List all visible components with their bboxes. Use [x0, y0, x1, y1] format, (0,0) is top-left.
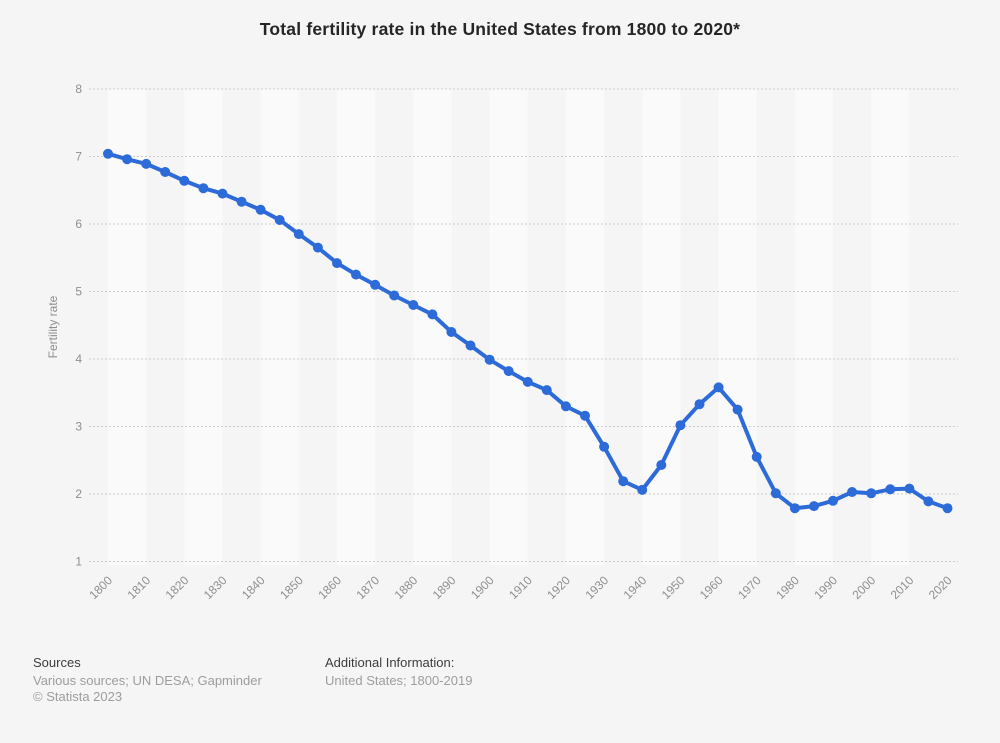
y-axis-tick-label: 1 — [75, 555, 82, 569]
data-point-1975[interactable] — [770, 488, 781, 499]
x-axis-tick-label: 1920 — [544, 573, 573, 602]
data-point-2005[interactable] — [885, 484, 896, 495]
x-axis-tick-label: 1930 — [582, 573, 611, 602]
background-band — [108, 89, 147, 565]
additional-info-heading: Additional Information: — [325, 655, 455, 670]
data-point-1985[interactable] — [809, 501, 819, 512]
background-band — [642, 89, 681, 565]
x-axis-tick-label: 1840 — [239, 573, 268, 602]
additional-info-block: Additional Information: United States; 1… — [325, 655, 472, 689]
background-band — [336, 89, 376, 565]
copyright-line: © Statista 2023 — [33, 689, 123, 704]
y-axis-tick-label: 4 — [75, 352, 82, 366]
x-axis-tick-label: 1850 — [277, 573, 306, 602]
data-point-2010[interactable] — [904, 483, 915, 494]
chart-title: Total fertility rate in the United State… — [259, 19, 741, 39]
data-point-1830[interactable] — [217, 188, 228, 199]
background-band — [260, 89, 299, 565]
sources-heading: Sources — [33, 655, 81, 670]
y-axis-tick-label: 5 — [75, 285, 82, 299]
data-point-1890[interactable] — [446, 327, 457, 337]
background-band — [489, 89, 528, 565]
y-axis-tick-label: 8 — [75, 82, 82, 96]
data-point-1870[interactable] — [370, 279, 381, 290]
data-point-1800[interactable] — [103, 148, 113, 159]
x-axis-tick-label: 1860 — [315, 573, 344, 602]
background-band — [184, 89, 223, 565]
x-axis-tick-label: 1900 — [468, 573, 497, 602]
x-axis-tick-label: 1960 — [697, 573, 726, 602]
background-band — [794, 89, 834, 565]
data-point-1955[interactable] — [694, 399, 705, 410]
x-axis-tick-label: 2000 — [850, 573, 879, 602]
data-point-1880[interactable] — [408, 300, 419, 310]
data-point-1930[interactable] — [599, 441, 610, 452]
data-point-2015[interactable] — [923, 496, 934, 507]
x-axis-tick-label: 2020 — [926, 573, 955, 602]
y-axis-tick-label: 2 — [75, 487, 82, 501]
x-axis-tick-label: 1890 — [430, 573, 459, 602]
data-point-2000[interactable] — [866, 488, 877, 499]
y-axis-tick-label: 7 — [75, 150, 82, 164]
x-axis-tick-label: 1830 — [201, 573, 230, 602]
data-point-1875[interactable] — [389, 290, 400, 301]
background-band — [565, 89, 605, 565]
data-point-1885[interactable] — [427, 309, 438, 320]
sources-line: Various sources; UN DESA; Gapminder — [33, 673, 262, 688]
data-point-1980[interactable] — [789, 503, 800, 514]
data-point-1855[interactable] — [312, 242, 323, 253]
x-axis-tick-label: 1800 — [86, 573, 115, 602]
data-point-1920[interactable] — [560, 401, 571, 412]
data-point-1835[interactable] — [236, 196, 247, 207]
data-point-1820[interactable] — [179, 175, 190, 186]
data-point-1995[interactable] — [847, 487, 858, 497]
data-point-1945[interactable] — [656, 460, 667, 470]
data-point-1990[interactable] — [828, 495, 838, 506]
data-point-1935[interactable] — [618, 476, 629, 487]
data-point-1925[interactable] — [580, 410, 590, 421]
x-axis-tick-label: 1950 — [659, 573, 688, 602]
sources-block: Sources Various sources; UN DESA; Gapmin… — [33, 655, 262, 705]
data-point-1895[interactable] — [465, 340, 476, 351]
y-axis-tick-label: 6 — [75, 217, 82, 231]
data-point-1940[interactable] — [637, 484, 648, 495]
x-axis-tick-label: 1970 — [735, 573, 764, 602]
y-axis-title: Fertility rate — [46, 295, 60, 358]
y-axis-tick-label: 3 — [75, 420, 82, 434]
additional-info-line: United States; 1800-2019 — [325, 673, 473, 688]
data-point-1965[interactable] — [732, 404, 743, 415]
data-point-1825[interactable] — [198, 183, 209, 194]
data-point-2020[interactable] — [942, 503, 953, 514]
data-point-1805[interactable] — [122, 154, 133, 165]
data-point-1840[interactable] — [255, 204, 266, 215]
data-point-1845[interactable] — [274, 215, 285, 225]
data-point-1900[interactable] — [484, 354, 495, 365]
data-point-1815[interactable] — [160, 167, 171, 177]
x-axis-tick-label: 1820 — [163, 573, 192, 602]
x-axis-tick-label: 2010 — [888, 573, 917, 602]
data-point-1850[interactable] — [293, 229, 304, 240]
x-axis-tick-label: 1980 — [773, 573, 802, 602]
data-point-1960[interactable] — [713, 382, 724, 393]
x-axis-tick-label: 1910 — [506, 573, 535, 602]
x-axis-tick-label: 1990 — [811, 573, 840, 602]
data-point-1970[interactable] — [751, 451, 762, 462]
x-axis-tick-label: 1870 — [353, 573, 382, 602]
fertility-line-chart: 8 7 6 5 4 3 2 1 Fertility rate 1800 1810 1820 1830 18… — [46, 82, 958, 602]
background-band — [718, 89, 757, 565]
data-point-1865[interactable] — [351, 269, 361, 280]
data-point-1915[interactable] — [541, 385, 552, 396]
x-axis-tick-label: 1810 — [124, 573, 153, 602]
x-axis-tick-label: 1880 — [392, 573, 421, 602]
data-point-1905[interactable] — [503, 366, 514, 377]
x-axis-tick-label: 1940 — [621, 573, 650, 602]
data-point-1950[interactable] — [675, 420, 686, 431]
data-point-1810[interactable] — [141, 158, 152, 169]
data-point-1860[interactable] — [332, 258, 342, 269]
data-point-1910[interactable] — [522, 376, 533, 387]
